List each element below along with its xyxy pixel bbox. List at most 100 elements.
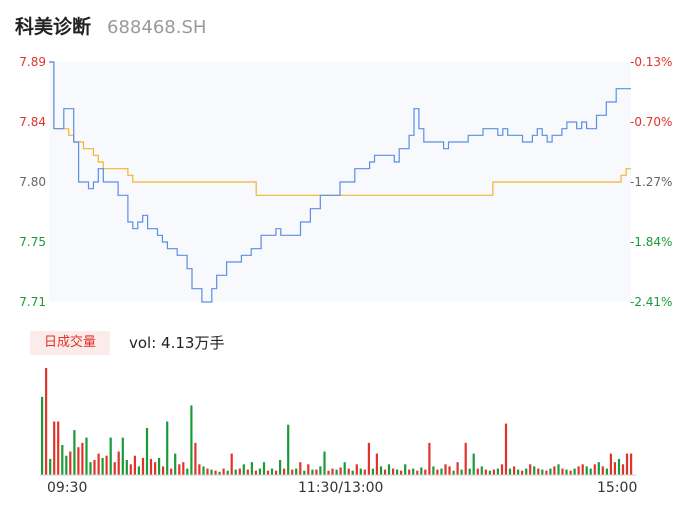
volume-bar <box>436 469 439 475</box>
volume-bar <box>448 466 451 475</box>
volume-bar <box>416 470 419 475</box>
volume-bar <box>170 468 173 475</box>
volume-bar <box>117 451 120 475</box>
volume-bar <box>593 464 596 475</box>
volume-bar <box>283 468 286 475</box>
volume-bar <box>577 466 580 475</box>
x-tick-close: 15:00 <box>597 480 638 496</box>
volume-bar <box>351 470 354 475</box>
volume-bar <box>601 466 604 475</box>
volume-bar <box>557 464 560 475</box>
volume-bar <box>174 453 177 475</box>
volume-bar <box>61 445 64 475</box>
volume-bar <box>154 462 157 475</box>
x-tick-open: 09:30 <box>47 480 88 496</box>
volume-bar <box>347 468 350 475</box>
volume-bar <box>472 453 475 475</box>
volume-bar <box>69 451 72 475</box>
volume-bar <box>609 453 612 475</box>
volume-bar <box>291 469 294 475</box>
volume-bar <box>246 469 249 475</box>
volume-bar <box>109 437 112 475</box>
volume-bar <box>412 468 415 475</box>
volume-bar <box>625 453 629 475</box>
volume-bar <box>605 468 608 475</box>
volume-summary: vol: 4.13万手 <box>129 334 225 352</box>
volume-bar <box>190 405 193 475</box>
volume-bar <box>392 468 395 475</box>
volume-bar <box>335 469 338 475</box>
volume-bar <box>327 470 330 475</box>
volume-bar <box>517 469 520 475</box>
volume-bar <box>57 421 60 475</box>
percent-tick-label: -1.27% <box>630 175 672 189</box>
volume-bar <box>162 466 165 475</box>
volume-bar <box>323 451 326 475</box>
volume-bar <box>521 470 524 475</box>
volume-bar <box>250 462 253 475</box>
volume-bar <box>428 442 431 475</box>
volume-bar <box>299 462 302 475</box>
volume-bar <box>258 468 261 475</box>
volume-bar <box>266 470 270 475</box>
volume-bar <box>379 466 383 475</box>
volume-bar <box>561 468 564 475</box>
volume-bar <box>121 437 124 475</box>
volume-bar <box>242 464 245 475</box>
percent-tick-label: -0.70% <box>630 115 672 129</box>
volume-bar <box>81 442 84 475</box>
volume-bar <box>569 470 572 475</box>
volume-bar <box>145 427 149 475</box>
volume-bar <box>573 468 576 475</box>
volume-bar <box>194 442 197 475</box>
volume-bar <box>113 462 116 475</box>
volume-bar <box>137 466 140 475</box>
volume-bar <box>303 470 306 475</box>
volume-bar <box>408 469 411 475</box>
volume-bar <box>597 462 600 475</box>
volume-bar <box>400 470 403 475</box>
volume-bar <box>49 458 52 475</box>
volume-bar <box>97 453 100 475</box>
volume-bar <box>279 460 282 475</box>
volume-bar <box>222 468 225 475</box>
volume-bar <box>45 368 48 475</box>
volume-bar <box>105 455 108 475</box>
volume-bar <box>331 468 334 475</box>
volume-bar <box>218 471 221 475</box>
volume-bar <box>444 464 447 475</box>
volume-bar <box>488 470 491 475</box>
volume-bars <box>41 368 633 475</box>
volume-tab[interactable]: 日成交量 <box>30 331 110 355</box>
volume-bar <box>464 442 467 475</box>
volume-bar <box>89 462 92 475</box>
volume-bar <box>404 464 407 475</box>
percent-tick-label: -1.84% <box>630 235 672 249</box>
volume-bar <box>456 462 459 475</box>
volume-bar <box>367 442 370 475</box>
volume-bar <box>533 466 536 475</box>
volume-bar <box>186 468 189 475</box>
volume-bar <box>65 455 68 475</box>
price-tick-label: 7.75 <box>19 235 46 249</box>
volume-bar <box>230 453 233 475</box>
percent-tick-label: -0.13% <box>630 55 672 69</box>
volume-bar <box>343 462 346 475</box>
volume-bar <box>311 469 314 475</box>
volume-bar <box>525 468 528 475</box>
volume-bar <box>452 470 455 475</box>
volume-bar <box>101 457 104 475</box>
volume-bar <box>371 468 374 475</box>
volume-bar <box>254 470 257 475</box>
volume-bar <box>133 455 136 475</box>
volume-bar <box>270 468 274 475</box>
volume-bar <box>307 464 310 475</box>
volume-bar <box>480 466 483 475</box>
volume-bar <box>166 421 169 475</box>
percent-tick-label: -2.41% <box>630 295 672 309</box>
volume-bar <box>387 464 391 475</box>
volume-bar <box>73 430 76 475</box>
volume-bar <box>182 462 185 475</box>
volume-bar <box>339 467 342 475</box>
volume-bar <box>613 462 616 475</box>
